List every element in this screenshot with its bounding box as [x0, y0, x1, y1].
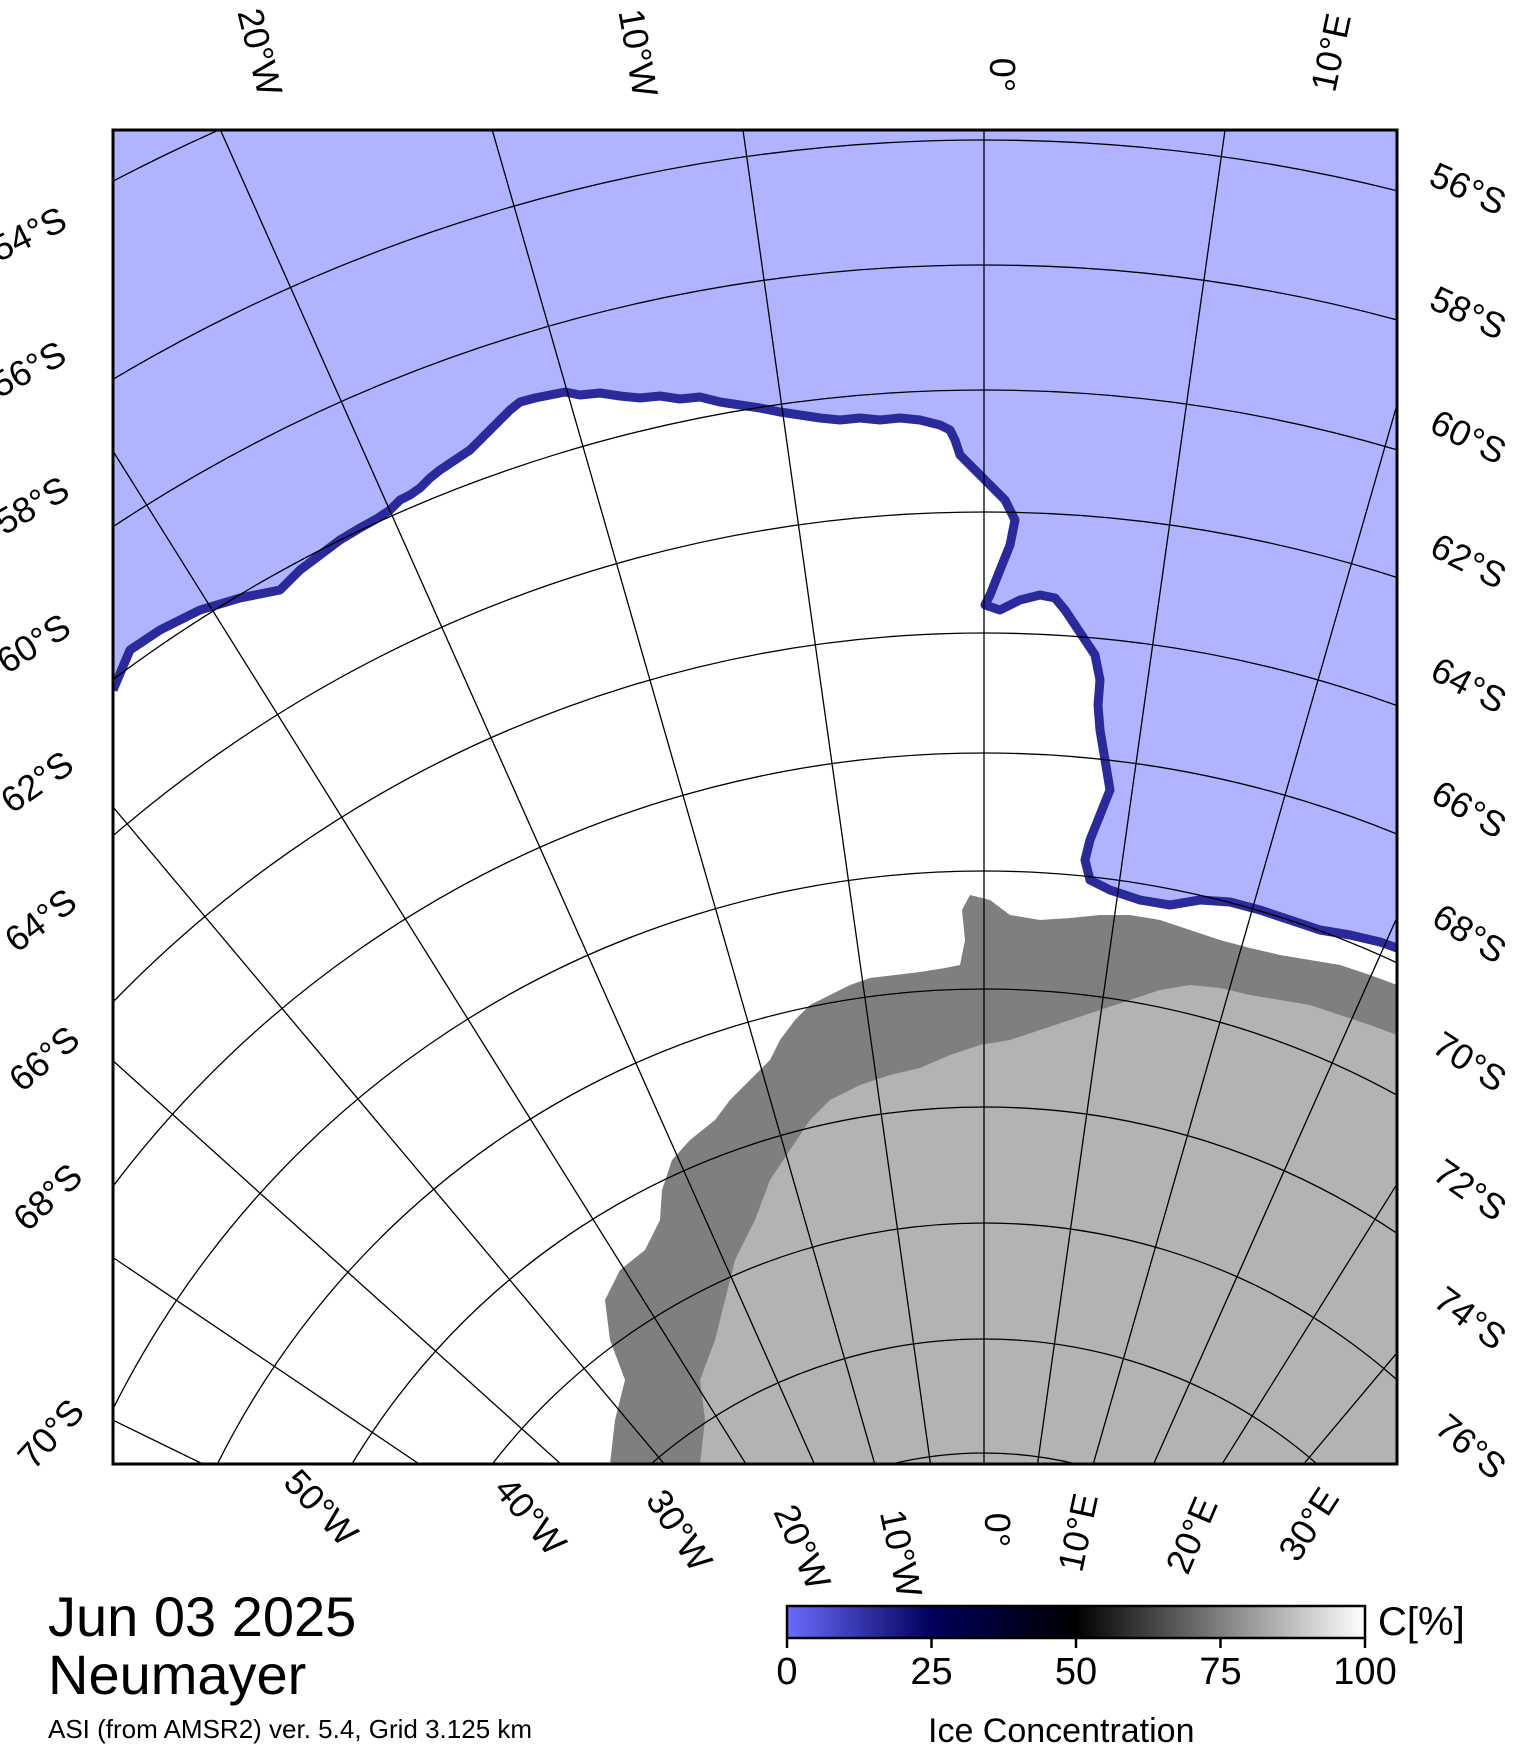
coordinate-label: 66°S	[1, 1018, 87, 1100]
coordinate-label: 30°E	[1270, 1480, 1347, 1568]
map-date: Jun 03 2025	[48, 1585, 357, 1648]
meridian-line	[113, 805, 666, 1464]
coordinate-label: 68°S	[1425, 895, 1513, 971]
colorbar-tick-label: 50	[1054, 1651, 1098, 1693]
coordinate-label: 60°S	[1424, 401, 1512, 472]
product-caption: ASI (from AMSR2) ver. 5.4, Grid 3.125 km	[48, 1714, 533, 1744]
coordinate-label: 56°S	[0, 332, 72, 405]
colorbar-label: Ice Concentration	[928, 1712, 1195, 1750]
latitude-line	[889, 1452, 1079, 1464]
coordinate-label: 74°S	[1427, 1278, 1514, 1358]
station-name: Neumayer	[48, 1643, 307, 1706]
coordinate-label: 0°	[982, 58, 1023, 92]
coordinate-label: 76°S	[1428, 1406, 1514, 1488]
coordinate-label: 20°E	[1157, 1491, 1225, 1579]
colorbar-unit: C[%]	[1378, 1600, 1465, 1644]
meridian-line	[219, 130, 816, 1464]
coordinate-label: 40°W	[486, 1469, 574, 1563]
antarctica-land	[700, 985, 1397, 1464]
coordinate-label: 56°S	[1424, 154, 1512, 223]
colorbar-tick-label: 100	[1333, 1651, 1397, 1693]
meridian-line	[1092, 402, 1397, 1464]
colorbar	[785, 1604, 1367, 1640]
meridian-line	[1152, 915, 1397, 1464]
map-frame	[111, 128, 1399, 1466]
coordinate-label: 70°S	[1426, 1023, 1514, 1100]
coordinate-label: 72°S	[1426, 1150, 1514, 1229]
coordinate-label: 68°S	[5, 1155, 90, 1238]
coordinate-label: 70°S	[9, 1391, 92, 1477]
coordinate-label: 10°E	[1050, 1490, 1106, 1575]
coordinate-label: 58°S	[0, 468, 76, 543]
coordinate-label: 10°E	[1303, 10, 1359, 95]
ice-edge-band	[113, 387, 1397, 953]
meridian-line	[113, 449, 747, 1464]
colorbar-tick-label: 75	[1199, 1651, 1242, 1693]
colorbar-tick-label: 25	[910, 1651, 953, 1693]
coordinate-label: 20°W	[230, 4, 291, 100]
colorbar-ticks	[785, 1638, 1367, 1648]
meridian-line	[113, 1059, 562, 1464]
coordinate-label: 0°	[977, 1513, 1018, 1547]
meridian-line	[1221, 1182, 1397, 1464]
coordinate-label: 20°W	[766, 1498, 839, 1595]
coordinate-label: 10°W	[872, 1506, 930, 1601]
coordinate-label: 60°S	[0, 605, 78, 681]
meridian-line	[742, 130, 932, 1464]
coordinate-label: 62°S	[1424, 525, 1513, 597]
coordinate-label: 30°W	[638, 1482, 721, 1579]
colorbar-tick-label: 0	[776, 1651, 798, 1693]
coordinate-label: 50°W	[276, 1461, 366, 1554]
coordinate-label: 64°S	[1425, 648, 1514, 721]
coordinate-label: 62°S	[0, 742, 81, 821]
coordinate-label: 64°S	[0, 880, 84, 960]
meridian-line	[491, 130, 876, 1464]
coordinate-label: 66°S	[1425, 772, 1513, 847]
meridian-line	[1302, 1351, 1397, 1464]
coordinate-label: 10°W	[610, 6, 666, 100]
coordinate-label: 58°S	[1424, 278, 1512, 348]
coordinate-label: 54°S	[0, 198, 73, 269]
meridian-line	[1036, 130, 1226, 1464]
